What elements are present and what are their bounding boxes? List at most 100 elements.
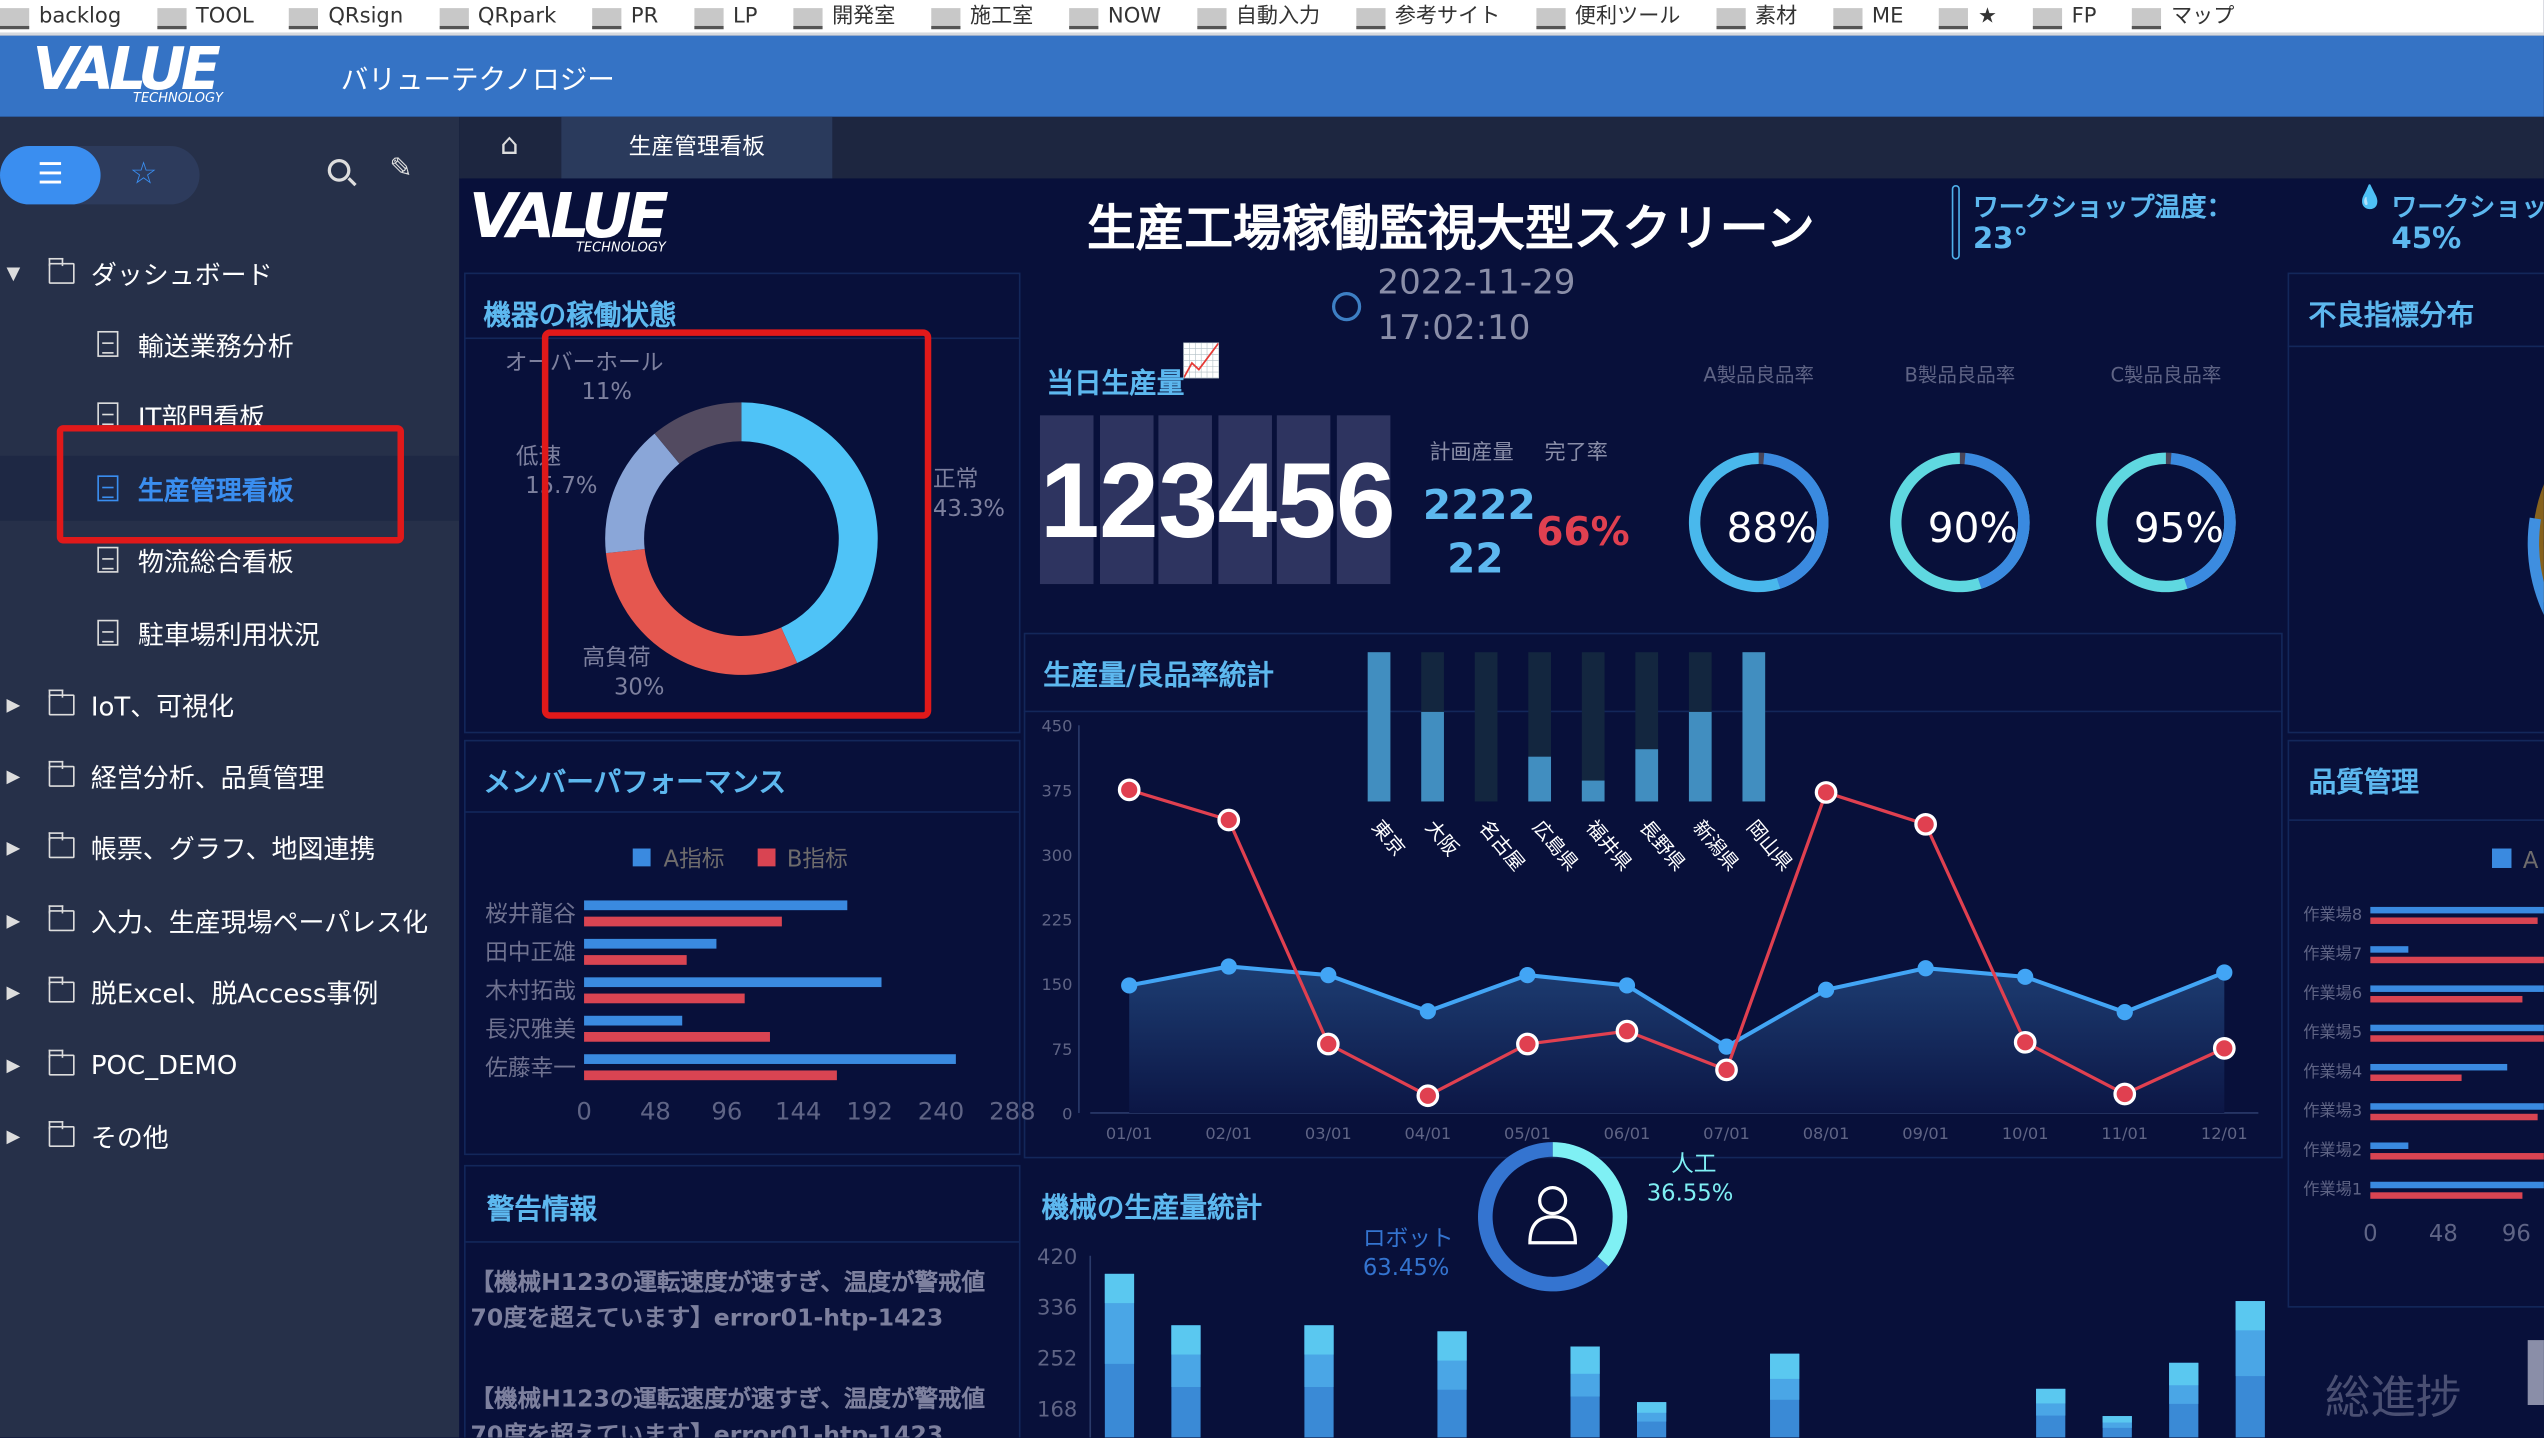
sidebar-item-label: POC_DEMO (90, 1048, 238, 1080)
sidebar-item[interactable]: ▶ IoT、可視化 (0, 672, 459, 737)
bookmark[interactable]: 開発室 (793, 6, 895, 32)
bookmark[interactable]: NOW (1068, 6, 1161, 32)
thermometer-icon (1951, 184, 1960, 260)
legend-swatch (632, 848, 651, 867)
bookmark[interactable]: LP (694, 6, 757, 32)
overlay-bar-label: 名古屋 (1474, 816, 1529, 875)
bookmark[interactable]: 便利ツール (1535, 6, 1680, 32)
warning-item[interactable]: 【機械H123の運転速度が速すぎ、温度が警戒値70度を超えています】error0… (470, 1270, 986, 1332)
panel-title: 機械の生産量統計 (1041, 1192, 1263, 1225)
sidebar-item[interactable]: ▶ 脱Excel、脱Access事例 (0, 959, 459, 1024)
x-tick: 07/01 (1703, 1124, 1750, 1143)
bookmark[interactable]: TOOL (156, 4, 254, 32)
x-tick: 06/01 (1604, 1124, 1651, 1143)
sidebar-item[interactable]: ▶ 経営分析、品質管理 (0, 743, 459, 808)
chevron-right-icon[interactable]: ▶ (6, 980, 21, 1002)
bookmark[interactable]: FP (2032, 6, 2096, 32)
slice-label: 高負荷 (582, 645, 650, 671)
gauge-fill-segment (1964, 452, 2030, 589)
list-view-button[interactable]: ☰ (0, 146, 101, 205)
x-tick: 09/01 (1902, 1124, 1949, 1143)
search-icon[interactable] (327, 158, 351, 182)
bookmark-label: backlog (38, 4, 122, 30)
slice-value: 36.55% (1647, 1181, 1734, 1207)
progress-indicator (2527, 1340, 2544, 1405)
bar (584, 1054, 956, 1064)
sidebar-item-label: 駐車場利用状況 (137, 619, 320, 651)
bookmark[interactable]: 施工室 (931, 6, 1033, 32)
daily-digit: 6 (1336, 415, 1396, 585)
bookmark-label: TOOL (195, 4, 254, 30)
sidebar-item[interactable]: 物流総合看板 (0, 527, 459, 592)
bookmark-label: 開発室 (832, 4, 896, 30)
sidebar-item[interactable]: 生産管理看板 (0, 455, 460, 521)
progress-title: 総進捗 (2324, 1370, 2462, 1425)
sidebar-item[interactable]: 輸送業務分析 (0, 312, 459, 377)
dashboard-title: 生産工場稼働監視大型スクリーン (1087, 201, 1815, 258)
favorites-button[interactable]: ☆ (130, 156, 158, 192)
bookmark[interactable]: backlog (0, 6, 121, 32)
chevron-down-icon[interactable]: ▼ (6, 262, 21, 284)
data-point (1814, 781, 1838, 804)
pin-icon[interactable]: ✎ (389, 152, 413, 185)
sidebar-item[interactable]: ▶ 入力、生産現場ペーパレス化 (0, 887, 459, 952)
overlay-bar (1367, 652, 1391, 802)
slice-value: 43.3% (933, 496, 1005, 522)
tab-production[interactable]: 生産管理看板 (561, 116, 833, 179)
bookmark[interactable]: ME (1832, 6, 1903, 32)
bar-segment (2102, 1416, 2132, 1423)
sidebar-item[interactable]: ▶ 帳票、グラフ、地図連携 (0, 814, 459, 879)
folder-icon (438, 7, 469, 29)
data-point (1117, 778, 1141, 802)
bar (2370, 1035, 2544, 1042)
panel-title: 品質管理 (2308, 767, 2419, 800)
overlay-bar-label: 東京 (1367, 816, 1410, 861)
dashboard-logo: VALUE (468, 180, 669, 252)
sidebar-item[interactable]: ▶ POC_DEMO (0, 1032, 459, 1097)
folder-icon (2132, 7, 2162, 29)
annotation-highlight-donut (541, 329, 932, 719)
bar-segment (1770, 1353, 1800, 1379)
sidebar-item[interactable]: ▼ ダッシュボード (0, 240, 459, 305)
bar (2370, 1181, 2544, 1189)
bookmark[interactable]: ★ (1939, 6, 1997, 32)
clock-icon (1331, 292, 1362, 322)
x-tick: 96 (711, 1096, 742, 1125)
data-point (1217, 808, 1241, 832)
x-tick: 02/01 (1205, 1124, 1252, 1143)
bar-segment (1437, 1331, 1467, 1361)
bar (2370, 906, 2544, 914)
chevron-right-icon[interactable]: ▶ (6, 693, 21, 715)
warning-item[interactable]: 【機械H123の運転速度が速すぎ、温度が警戒値70度を超えています】error0… (470, 1387, 986, 1438)
slice-value: 30% (614, 674, 664, 700)
bookmark[interactable]: 自動入力 (1196, 6, 1320, 32)
sidebar-item[interactable]: ▶ その他 (0, 1103, 459, 1168)
panel-title: 警告情報 (486, 1194, 598, 1227)
bookmark[interactable]: QRsign (289, 6, 403, 32)
sidebar-item[interactable]: 駐車場利用状況 (0, 600, 459, 665)
bookmark[interactable]: PR (591, 6, 658, 32)
folder-icon (47, 257, 75, 284)
logo[interactable]: VALUE (32, 37, 220, 104)
y-tick: 375 (1041, 781, 1072, 800)
data-point (1718, 1038, 1735, 1055)
plan-label: 計画産量 (1429, 441, 1514, 466)
chevron-right-icon[interactable]: ▶ (6, 836, 21, 858)
document-icon (97, 546, 119, 573)
chevron-right-icon[interactable]: ▶ (6, 1053, 21, 1075)
gauge-fill-segment (2170, 452, 2236, 589)
folder-icon (1068, 7, 1099, 29)
daily-digit: 5 (1276, 415, 1336, 585)
chevron-right-icon[interactable]: ▶ (6, 764, 21, 787)
bookmark[interactable]: 参考サイト (1355, 6, 1500, 32)
tab-home[interactable]: ⌂ (459, 117, 560, 179)
bookmark[interactable]: 素材 (1716, 6, 1797, 32)
chevron-right-icon[interactable]: ▶ (6, 909, 21, 931)
date: 2022-11-29 (1377, 262, 1576, 302)
bookmark[interactable]: マップ (2132, 6, 2234, 32)
bookmark[interactable]: QRpark (438, 6, 556, 32)
chevron-right-icon[interactable]: ▶ (6, 1125, 21, 1147)
folder-icon (591, 7, 622, 29)
bar (2370, 1153, 2544, 1160)
bar (2370, 1103, 2544, 1110)
